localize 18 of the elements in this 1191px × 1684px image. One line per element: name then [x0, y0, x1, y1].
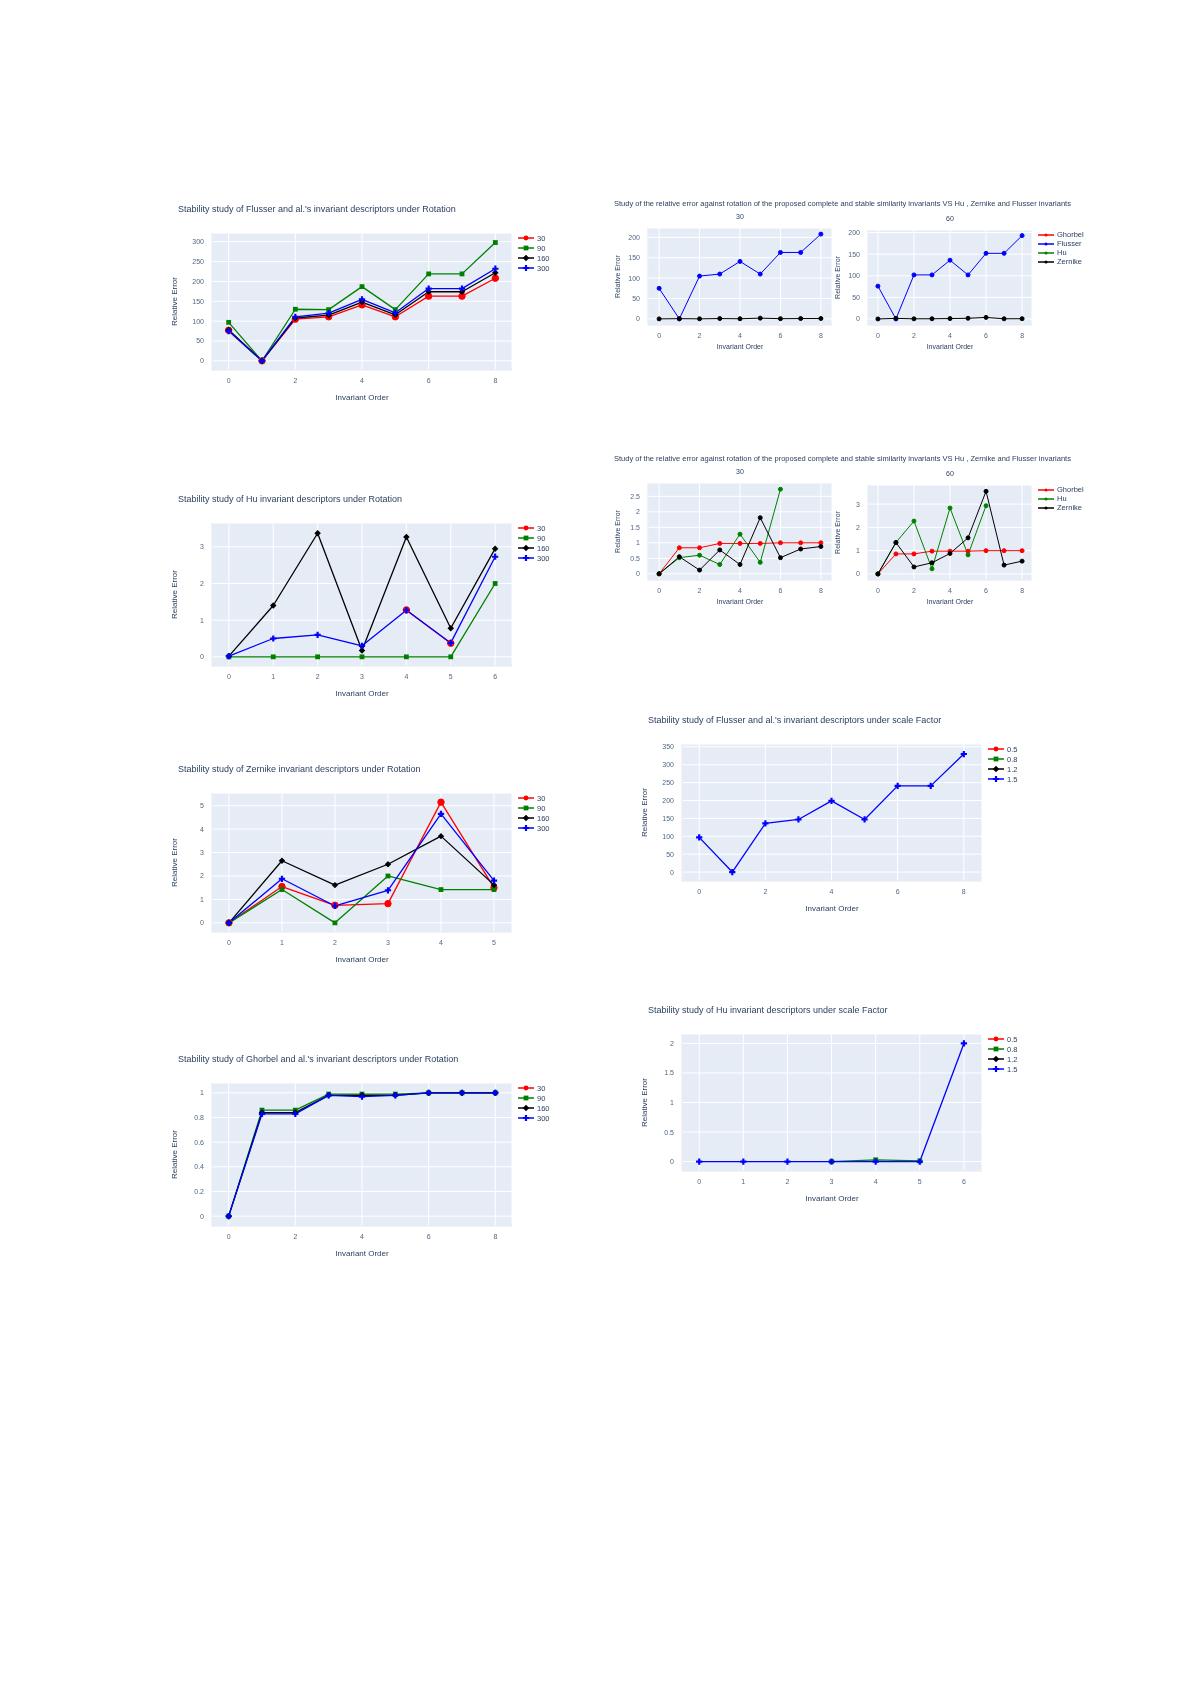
y-axis-title: Relative Error	[639, 787, 649, 837]
chart-title: Stability study of Hu invariant descriptors under Rotation	[177, 494, 404, 506]
x-axis-title: Invariant Order	[335, 955, 390, 964]
y-axis-title: Relative Error	[169, 837, 179, 887]
chart-title: Stability study of Flusser and al.'s invariant descriptors under Rotation	[177, 204, 457, 216]
x-axis-title: Invariant Order	[805, 1194, 860, 1203]
x-axis-title: Invariant Order	[805, 904, 860, 913]
chart-title: Stability study of Hu invariant descriptors under scale Factor	[647, 1005, 889, 1017]
x-axis-title: Invariant Order	[335, 1249, 390, 1258]
x-axis-title: Invariant Order	[335, 689, 390, 698]
chart-title: Stability study of Ghorbel and al.'s invariant descriptors under Rotation	[177, 1054, 460, 1066]
x-axis-title: Invariant Order	[335, 393, 390, 402]
y-axis-title: Relative Error	[169, 569, 179, 619]
y-axis-title: Relative Error	[169, 276, 179, 326]
y-axis-title: Relative Error	[169, 1129, 179, 1179]
chart-title: Stability study of Zernike invariant descriptors under Rotation	[177, 764, 422, 776]
chart-title: Stability study of Flusser and al.'s invariant descriptors under scale Factor	[647, 715, 943, 727]
y-axis-title: Relative Error	[639, 1077, 649, 1127]
